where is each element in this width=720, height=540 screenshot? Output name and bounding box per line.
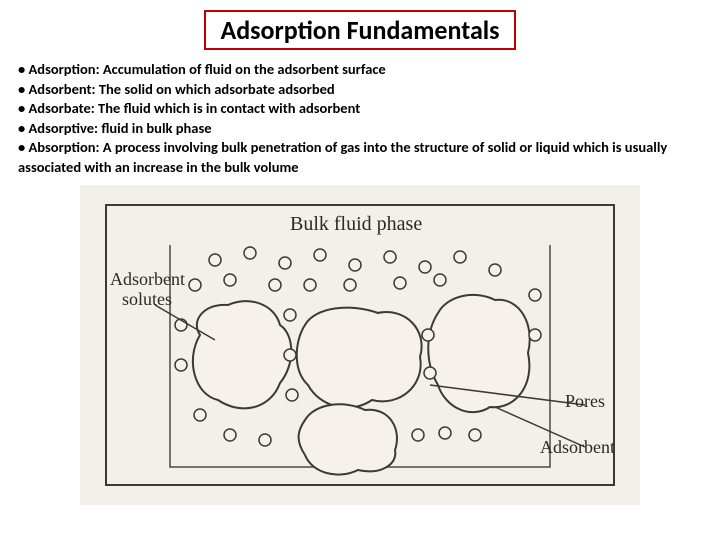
bullet-item: • Adsorbate: The fluid which is in conta… <box>18 99 702 119</box>
bullet-item: • Adsorption: Accumulation of fluid on t… <box>18 60 702 80</box>
bullet-item: • Adsorptive: fluid in bulk phase <box>18 119 702 139</box>
diagram-label-adsorbent: Adsorbent <box>540 437 615 457</box>
diagram-container: Bulk fluid phaseAdsorbentsolutesPoresAds… <box>18 185 702 510</box>
bullet-item: • Absorption: A process involving bulk p… <box>18 138 702 177</box>
adsorption-diagram: Bulk fluid phaseAdsorbentsolutesPoresAds… <box>80 185 640 505</box>
bullet-item: • Adsorbent: The solid on which adsorbat… <box>18 80 702 100</box>
diagram-label-solutes2: solutes <box>122 289 172 309</box>
bullet-list: • Adsorption: Accumulation of fluid on t… <box>18 60 702 177</box>
diagram-label-solutes1: Adsorbent <box>110 269 185 289</box>
slide-title: Adsorption Fundamentals <box>204 10 515 50</box>
diagram-label-pores: Pores <box>565 391 605 411</box>
title-container: Adsorption Fundamentals <box>18 10 702 50</box>
diagram-label-bulk: Bulk fluid phase <box>290 213 422 235</box>
